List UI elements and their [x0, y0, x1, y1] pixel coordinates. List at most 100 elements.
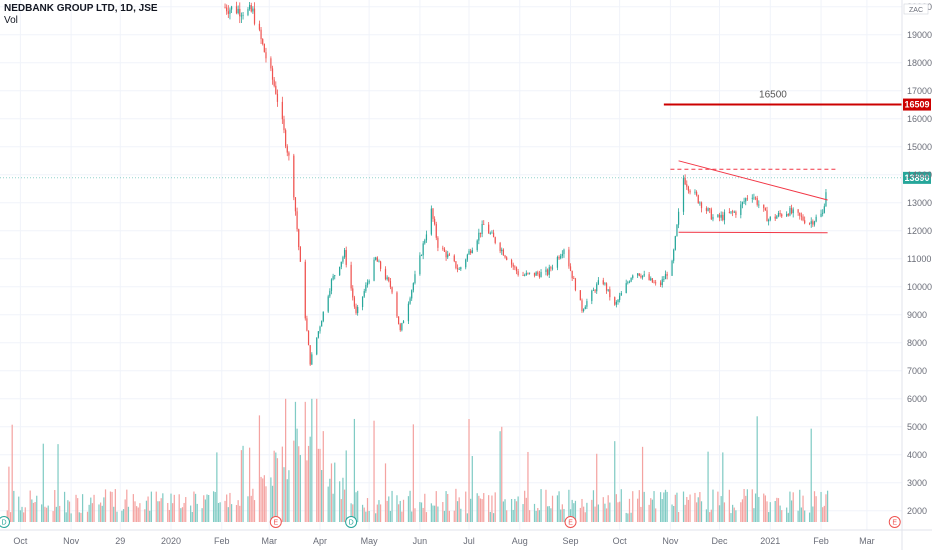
volume-bar — [458, 497, 460, 522]
volume-bar — [820, 491, 822, 522]
y-tick-label: 11000 — [907, 254, 931, 264]
candle-body — [373, 259, 375, 281]
volume-bar — [659, 492, 662, 522]
volume-bar — [774, 500, 776, 522]
volume-bar — [754, 493, 757, 522]
volume-bar — [697, 497, 699, 522]
candle-body — [283, 119, 285, 131]
x-tick-label: Oct — [13, 536, 28, 546]
event-marker-label: D — [1, 520, 6, 527]
volume-bar — [147, 496, 149, 522]
x-tick-label: Mar — [262, 536, 278, 546]
candle-body — [527, 272, 529, 274]
candle-body — [425, 234, 428, 241]
volume-bar — [764, 495, 766, 522]
volume-bar — [766, 501, 768, 522]
volume-bar — [114, 489, 116, 522]
volume-bar — [334, 462, 336, 522]
volume-bar — [422, 507, 424, 522]
candle-body — [732, 211, 734, 213]
volume-bar — [227, 507, 229, 522]
volume-bar — [525, 497, 527, 522]
candle-body — [321, 320, 323, 327]
volume-bar — [122, 509, 125, 522]
volume-bar — [682, 491, 685, 522]
candle-body — [366, 282, 369, 286]
volume-bar — [535, 510, 537, 522]
volume-bar — [718, 505, 721, 522]
volume-bar — [304, 401, 306, 522]
candle-body — [637, 273, 639, 276]
volume-bar — [226, 494, 228, 522]
volume-bar — [208, 494, 210, 522]
candle-body — [659, 282, 662, 286]
volume-bar — [67, 500, 69, 522]
volume-bar — [442, 501, 444, 522]
volume-bar — [478, 495, 480, 522]
candle-body — [481, 223, 483, 234]
candle-body — [604, 283, 606, 285]
volume-bar — [401, 511, 403, 522]
volume-bar — [722, 452, 724, 522]
volume-bar — [694, 492, 696, 522]
y-tick-label: 9000 — [907, 310, 927, 320]
volume-bar — [384, 463, 387, 522]
volume-bar — [740, 502, 742, 522]
candle-body — [363, 291, 365, 297]
volume-bar — [332, 493, 334, 522]
volume-bar — [466, 513, 468, 522]
candle-body — [525, 272, 527, 276]
volume-bar — [407, 496, 410, 522]
volume-bar — [758, 496, 760, 522]
volume-bar — [23, 512, 25, 522]
volume-bar — [214, 491, 216, 522]
volume-bar — [113, 506, 115, 522]
volume-bar — [216, 452, 218, 522]
volume-bar — [111, 491, 113, 522]
candle-body — [435, 224, 437, 238]
candle-body — [718, 214, 721, 218]
y-tick-label: 19000 — [907, 30, 932, 40]
volume-bar — [522, 504, 524, 522]
volume-bar — [812, 506, 814, 522]
volume-bar — [797, 510, 799, 522]
candle-body — [458, 269, 460, 270]
x-tick-label: Aug — [512, 536, 528, 546]
candle-body — [240, 15, 243, 17]
candle-body — [640, 275, 642, 278]
candle-body — [442, 247, 444, 249]
event-marker — [0, 516, 10, 528]
candle-body — [355, 306, 357, 313]
volume-bar — [781, 510, 783, 522]
candle-body — [299, 247, 301, 262]
candle-body — [620, 292, 622, 296]
candle-body — [712, 216, 714, 220]
candle-body — [579, 290, 581, 301]
volume-bar — [352, 504, 354, 522]
candle-body — [226, 7, 228, 12]
candle-body — [632, 275, 634, 278]
volume-bar — [584, 512, 586, 522]
volume-bar — [471, 456, 473, 522]
volume-bar — [273, 450, 275, 522]
candle-body — [311, 354, 313, 365]
volume-bar — [540, 489, 542, 522]
volume-bar — [717, 491, 719, 522]
volume-bar — [101, 505, 103, 522]
volume-bar — [674, 494, 676, 522]
volume-bar — [365, 511, 367, 522]
candle-body — [483, 223, 485, 225]
candle-body — [777, 213, 780, 217]
candle-body — [494, 237, 496, 243]
volume-bar — [402, 499, 405, 522]
x-tick-label: Oct — [613, 536, 628, 546]
volume-bar — [671, 504, 673, 522]
candle-body — [689, 190, 691, 193]
volume-bar — [32, 502, 35, 522]
volume-bar — [614, 441, 616, 522]
volume-bar — [178, 494, 180, 522]
candle-body — [286, 146, 288, 153]
volume-bar — [689, 494, 691, 522]
x-tick-label: 29 — [115, 536, 125, 546]
